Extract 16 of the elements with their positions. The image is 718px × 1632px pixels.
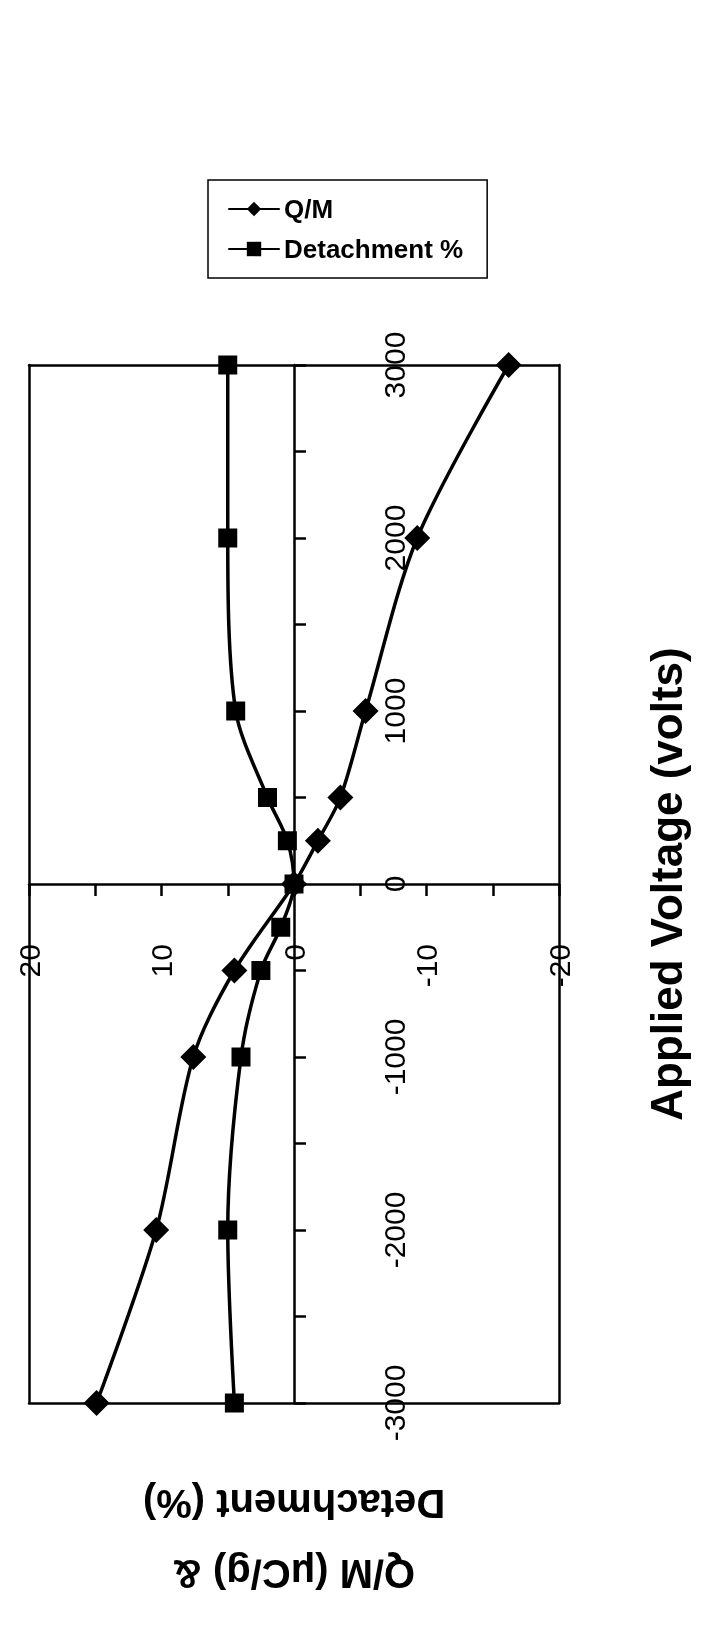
x-tick-label: 10 bbox=[145, 944, 178, 978]
y-axis-title: Applied Voltage (volts) bbox=[641, 647, 691, 1121]
legend-label: Q/M bbox=[284, 194, 334, 224]
y-tick-label: 2000 bbox=[377, 504, 411, 572]
x-tick-label: 0 bbox=[277, 944, 311, 961]
y-tick-label: -2000 bbox=[377, 1191, 411, 1269]
y-tick-label: -1000 bbox=[377, 1018, 411, 1096]
x-axis-title: Q/M (μC/g) & Detachment (%) bbox=[142, 1482, 446, 1596]
x-tick-label: 20 bbox=[12, 944, 46, 978]
y-tick-label: 0 bbox=[377, 875, 411, 893]
legend-label: Detachment % bbox=[284, 234, 464, 264]
y-tick-label: -3000 bbox=[377, 1364, 411, 1442]
x-tick-label: -20 bbox=[542, 944, 576, 988]
x-tick-label: -10 bbox=[410, 944, 443, 988]
y-tick-label: 3000 bbox=[377, 331, 411, 399]
y-tick-label: 1000 bbox=[377, 677, 411, 745]
